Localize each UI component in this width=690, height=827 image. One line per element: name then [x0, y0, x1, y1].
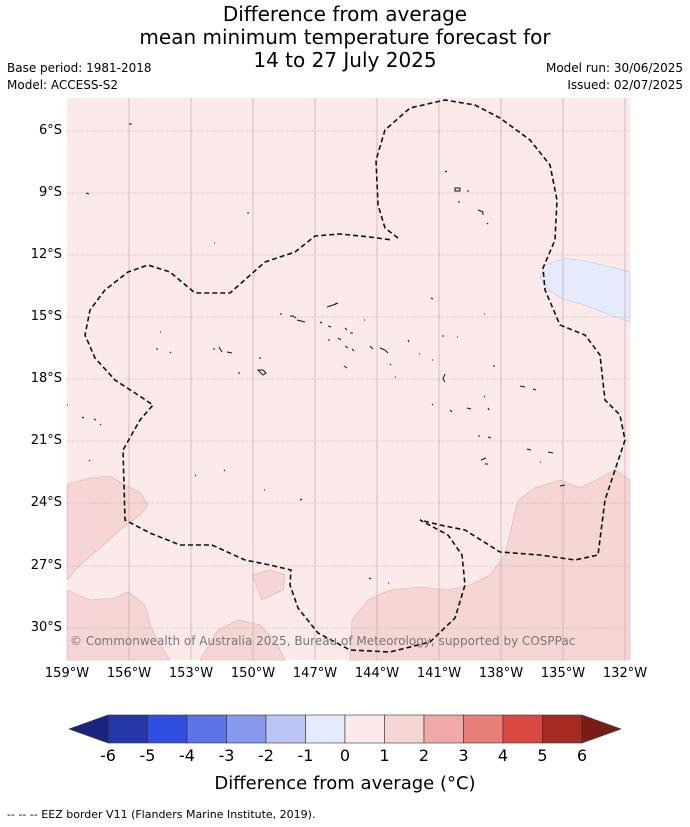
colorbar-tick: 2 — [404, 746, 444, 765]
lon-label: 132°W — [595, 666, 655, 681]
colorbar-tick: -1 — [286, 746, 326, 765]
lat-label: 24°S — [20, 495, 62, 510]
lon-label: 144°W — [347, 666, 407, 681]
colorbar-tick: 1 — [365, 746, 405, 765]
lon-label: 147°W — [285, 666, 345, 681]
lon-label: 153°W — [161, 666, 221, 681]
colorbar-tick: -3 — [207, 746, 247, 765]
copyright-notice: © Commonwealth of Australia 2025, Bureau… — [70, 634, 575, 648]
colorbar-label: Difference from average (°C) — [0, 773, 690, 794]
colorbar-bin — [108, 715, 148, 743]
lat-label: 6°S — [20, 123, 62, 138]
colorbar-tick: 0 — [325, 746, 365, 765]
lat-label: 12°S — [20, 247, 62, 262]
colorbar-bin — [227, 715, 267, 743]
colorbar-tick: -4 — [167, 746, 207, 765]
colorbar-bin — [543, 715, 583, 743]
colorbar-bin — [424, 715, 464, 743]
colorbar-tick: -6 — [88, 746, 128, 765]
colorbar-tick: 4 — [483, 746, 523, 765]
colorbar-tick: 3 — [444, 746, 484, 765]
lat-label: 30°S — [20, 620, 62, 635]
colorbar-bin — [266, 715, 306, 743]
lat-label: 18°S — [20, 371, 62, 386]
colorbar-bin — [187, 715, 227, 743]
colorbar-tick: 5 — [523, 746, 563, 765]
colorbar-bin — [385, 715, 425, 743]
colorbar-bin — [345, 715, 385, 743]
colorbar-under-arrow — [69, 715, 108, 743]
colorbar-tick: -2 — [246, 746, 286, 765]
colorbar-bin — [464, 715, 504, 743]
colorbar-tick: 6 — [562, 746, 602, 765]
lat-label: 9°S — [20, 185, 62, 200]
lon-label: 141°W — [409, 666, 469, 681]
lat-label: 27°S — [20, 558, 62, 573]
colorbar-tick: -5 — [128, 746, 168, 765]
lat-label: 21°S — [20, 433, 62, 448]
colorbar-bin — [306, 715, 346, 743]
colorbar-bin — [148, 715, 188, 743]
colorbar-bin — [503, 715, 543, 743]
lon-label: 135°W — [533, 666, 593, 681]
lon-label: 138°W — [471, 666, 531, 681]
lon-label: 159°W — [37, 666, 97, 681]
lon-label: 150°W — [223, 666, 283, 681]
colorbar — [69, 715, 621, 743]
colorbar-over-arrow — [582, 715, 621, 743]
eez-footnote: -- -- -- EEZ border V11 (Flanders Marine… — [7, 808, 315, 821]
lon-label: 156°W — [99, 666, 159, 681]
lat-label: 15°S — [20, 309, 62, 324]
